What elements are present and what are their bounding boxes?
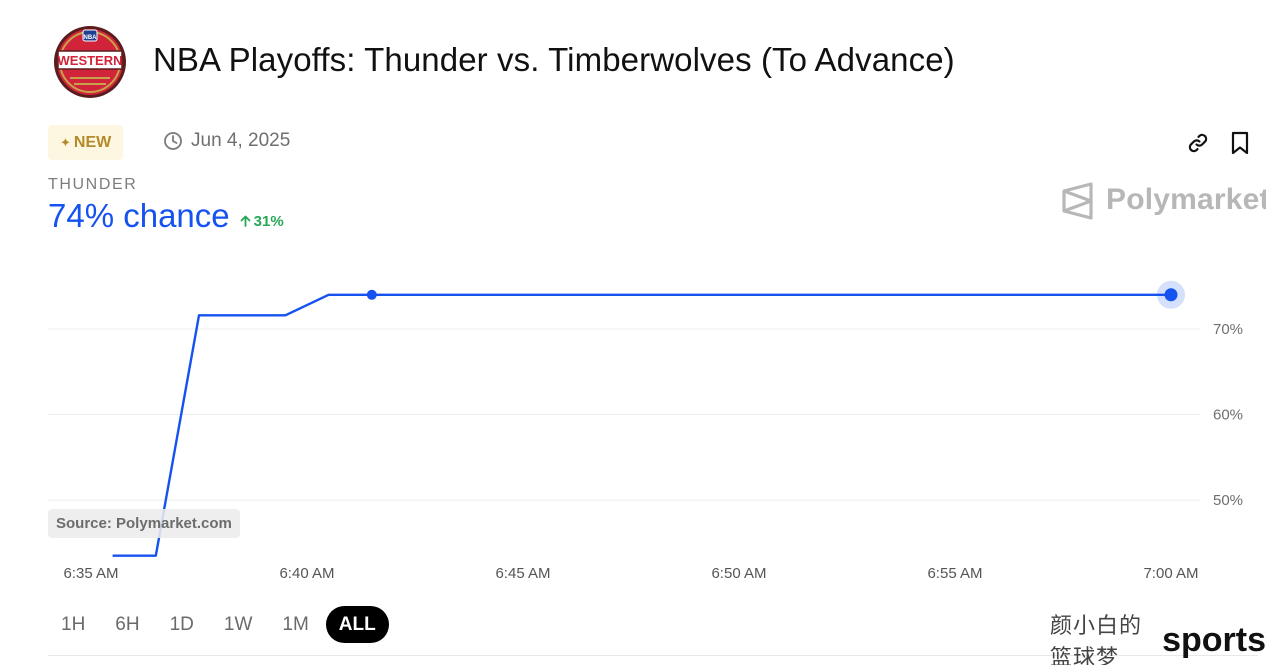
time-range-selector: 1H 6H 1D 1W 1M ALL — [48, 606, 393, 643]
chart-markers — [366, 280, 1185, 309]
western-conference-logo: NBA WESTERN — [54, 26, 126, 98]
watermark-chinese: 颜小白的篮球梦 — [1050, 613, 1143, 665]
x-tick-label: 6:40 AM — [279, 565, 334, 582]
range-button-1w[interactable]: 1W — [223, 613, 253, 635]
range-button-all[interactable]: ALL — [325, 606, 389, 643]
page-title: NBA Playoffs: Thunder vs. Timberwolves (… — [153, 41, 955, 78]
divider — [48, 655, 1258, 656]
chance-value: 74% chance — [48, 197, 230, 234]
arrow-up-icon — [240, 215, 251, 227]
watermark: 颜小白的篮球梦 sports — [1050, 608, 1266, 665]
range-button-1d[interactable]: 1D — [169, 613, 194, 635]
link-icon[interactable] — [1186, 131, 1210, 155]
chart-series — [112, 293, 1171, 557]
logo-nba-text: NBA — [84, 35, 98, 41]
x-tick-label: 6:35 AM — [63, 565, 118, 582]
chance-change: 31% — [240, 213, 284, 230]
x-tick-label: 6:55 AM — [927, 565, 982, 582]
chance-row: 74% chance 31% — [48, 197, 284, 235]
date-info: Jun 4, 2025 — [163, 130, 290, 152]
date-label: Jun 4, 2025 — [191, 130, 291, 151]
chart-grid — [48, 328, 1200, 501]
range-button-6h[interactable]: 6H — [115, 613, 140, 635]
current-point-marker[interactable] — [1164, 288, 1178, 302]
x-tick-label: 7:00 AM — [1143, 565, 1198, 582]
series-line — [112, 293, 1171, 557]
range-button-1h[interactable]: 1H — [61, 613, 86, 635]
outcome-label: THUNDER — [48, 176, 138, 193]
clock-icon — [164, 132, 182, 150]
watermark-sports: sports — [1162, 621, 1266, 659]
new-badge: ✦ NEW — [48, 125, 124, 160]
y-tick-label: 70% — [1213, 321, 1243, 338]
y-tick-label: 50% — [1213, 492, 1243, 509]
logo-western-text: WESTERN — [58, 53, 123, 68]
y-tick-label: 60% — [1213, 407, 1243, 424]
x-tick-label: 6:45 AM — [495, 565, 550, 582]
x-axis-ticks: 6:35 AM 6:40 AM 6:45 AM 6:50 AM 6:55 AM 7:00 … — [63, 565, 1198, 582]
polymarket-wordmark: Polymarket — [1106, 183, 1266, 216]
new-badge-label: NEW — [73, 133, 112, 151]
x-tick-label: 6:50 AM — [711, 565, 766, 582]
source-label: Source: Polymarket.com — [48, 509, 240, 538]
bookmark-icon[interactable] — [1229, 131, 1251, 155]
range-button-1m[interactable]: 1M — [282, 613, 309, 635]
new-sparkle-icon: ✦ — [60, 134, 71, 150]
y-axis-ticks: 70% 60% 50% — [1213, 321, 1243, 509]
polymarket-logo-icon — [1062, 182, 1093, 220]
data-point-marker[interactable] — [366, 289, 377, 300]
chance-change-value: 31% — [253, 212, 284, 230]
